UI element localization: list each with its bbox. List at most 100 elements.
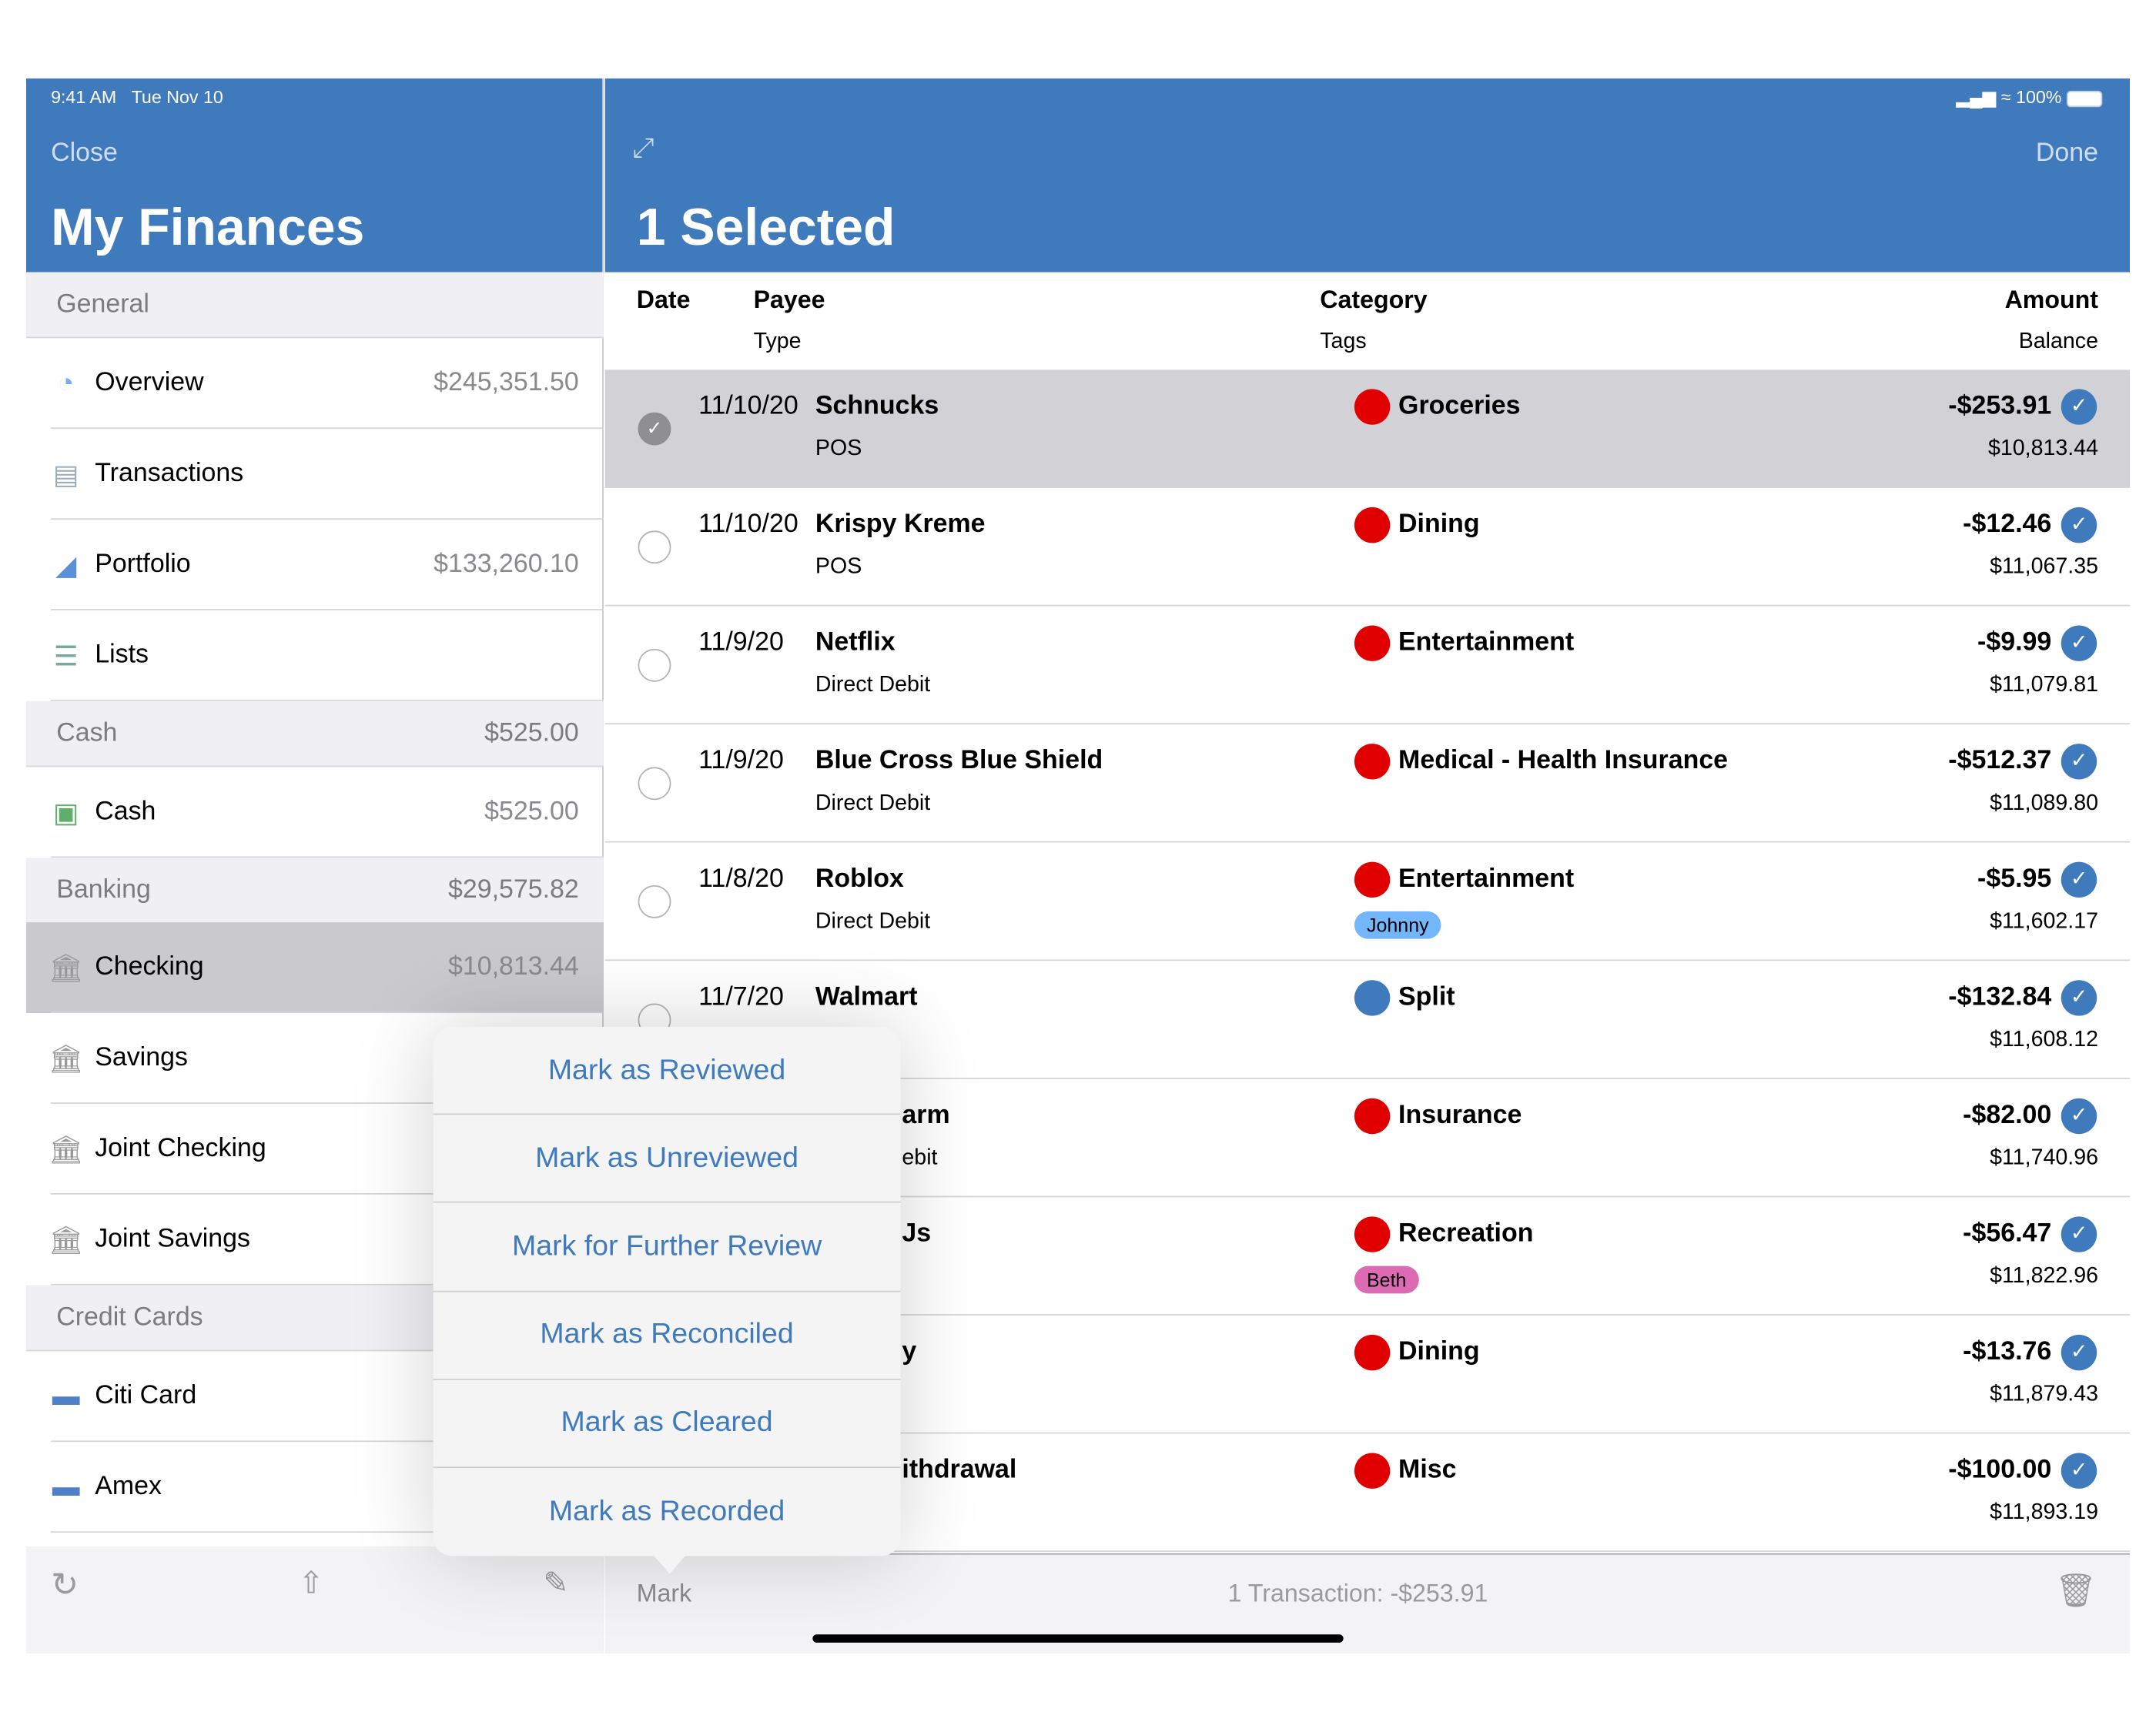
mark-popover: Mark as Reviewed Mark as Unreviewed Mark f…: [433, 1026, 901, 1556]
trash-icon[interactable]: 🗑: [2054, 1572, 2097, 1610]
select-radio[interactable]: [638, 648, 671, 682]
section-header: Cash $525.00: [25, 700, 604, 767]
bank-icon: 🏛: [49, 1135, 84, 1165]
transaction-balance: $11,079.81: [1990, 673, 2098, 697]
mark-button[interactable]: Mark: [636, 1579, 692, 1607]
selection-summary: 1 Transaction: -$253.91: [1227, 1579, 1488, 1607]
sidebar-item[interactable]: ☰ Lists: [26, 610, 604, 701]
transaction-balance: $11,602.17: [1990, 910, 2098, 934]
transaction-payee: Blue Cross Blue Shield: [815, 746, 1103, 776]
col-category[interactable]: Category: [1320, 286, 1428, 314]
expand-icon[interactable]: ⤢: [632, 133, 654, 164]
sidebar-item[interactable]: ▬ Amex: [26, 1442, 604, 1533]
select-radio[interactable]: [638, 767, 671, 801]
sidebar-item-value: $245,351.50: [434, 368, 579, 398]
reviewed-check-icon[interactable]: ✓: [2061, 625, 2097, 661]
home-indicator: [812, 1634, 1344, 1643]
sidebar-item[interactable]: ▤ Transactions: [26, 429, 604, 520]
transaction-payee: Krispy Kreme: [815, 510, 986, 539]
transaction-row[interactable]: 11/8/20 Roblox Direct Debit Entertainmen…: [604, 843, 2131, 961]
reviewed-check-icon[interactable]: ✓: [2061, 1334, 2097, 1371]
popover-arrow: [653, 1554, 687, 1574]
sidebar-item-value: $10,813.44: [447, 952, 579, 981]
transaction-row[interactable]: 11/9/20 Blue Cross Blue Shield Direct De…: [604, 724, 2131, 843]
sidebar-item-label: Transactions: [95, 459, 244, 488]
transaction-balance: $11,740.96: [1990, 1146, 2098, 1170]
sidebar-item-label: Checking: [95, 952, 204, 981]
transaction-type: POS: [815, 436, 862, 461]
transaction-payee: Js: [902, 1219, 932, 1249]
sidebar-item[interactable]: 🏛 Joint Checking: [26, 1104, 604, 1195]
col-type[interactable]: Type: [753, 329, 802, 353]
reviewed-check-icon[interactable]: ✓: [2061, 1453, 2097, 1489]
sidebar-item[interactable]: ▬ Citi Card: [26, 1351, 604, 1443]
sidebar-item[interactable]: 🏛 Checking $10,813.44: [25, 922, 604, 1014]
sidebar-item[interactable]: ▣ Cash $525.00: [26, 767, 604, 858]
popover-menu-item[interactable]: Mark as Recorded: [548, 1495, 785, 1527]
transaction-payee: arm: [902, 1101, 950, 1130]
select-radio[interactable]: [638, 530, 671, 564]
popover-menu-item[interactable]: Mark as Reviewed: [433, 1027, 901, 1115]
category-color-dot: [1354, 861, 1391, 898]
sidebar-item[interactable]: 🏛 Joint Savings: [26, 1195, 604, 1286]
done-button[interactable]: Done: [2035, 139, 2098, 168]
transaction-amount: -$100.00: [1948, 1456, 2052, 1485]
col-payee[interactable]: Payee: [753, 286, 825, 314]
reviewed-check-icon[interactable]: ✓: [2061, 1098, 2097, 1135]
transaction-row[interactable]: 11/9/20 Netflix Direct Debit Entertainme…: [604, 606, 2131, 725]
select-radio[interactable]: [638, 884, 671, 918]
bank-icon: 🏛: [49, 953, 84, 984]
transaction-row[interactable]: ✓ 11/10/20 Schnucks POS Groceries -$253.…: [604, 369, 2131, 488]
popover-menu-item[interactable]: Mark as Unreviewed: [433, 1115, 901, 1204]
reviewed-check-icon[interactable]: ✓: [2061, 389, 2097, 425]
sidebar-item[interactable]: ◔ Overview $245,351.50: [26, 338, 604, 430]
reviewed-check-icon[interactable]: ✓: [2061, 507, 2097, 543]
tag-badge: Johnny: [1354, 911, 1441, 939]
close-button[interactable]: Close: [51, 139, 118, 168]
transaction-date: 11/9/20: [698, 628, 784, 657]
section-label: Credit Cards: [56, 1302, 203, 1332]
reviewed-check-icon[interactable]: ✓: [2061, 744, 2097, 780]
transaction-category: Dining: [1398, 510, 1480, 539]
category-color-dot: [1354, 744, 1391, 780]
transaction-row[interactable]: 11/10/20 Krispy Kreme POS Dining -$12.46…: [604, 488, 2131, 607]
transaction-row[interactable]: ithdrawal Misc -$100.00 ✓ $11,893.19: [604, 1433, 2131, 1553]
transaction-category: Recreation: [1398, 1219, 1534, 1249]
transaction-date: 11/10/20: [698, 391, 798, 421]
battery-icon: [2066, 90, 2103, 107]
col-amount[interactable]: Amount: [2004, 286, 2098, 314]
sidebar-item-value: $133,260.10: [434, 550, 579, 579]
sidebar-toolbar: ↻ ⇧ ✎: [25, 1546, 604, 1654]
bank-icon: 🏛: [49, 1044, 84, 1075]
refresh-icon[interactable]: ↻: [51, 1566, 79, 1604]
category-color-dot: [1354, 980, 1391, 1016]
sidebar-item[interactable]: 🏛 Savings: [26, 1013, 604, 1104]
category-color-dot: [1354, 507, 1391, 543]
col-date[interactable]: Date: [636, 286, 691, 314]
category-color-dot: [1354, 1334, 1391, 1371]
pie-chart-icon: ◔: [57, 367, 75, 398]
compose-icon[interactable]: ✎: [543, 1565, 569, 1600]
sidebar-item-label: Portfolio: [95, 550, 191, 579]
reviewed-check-icon[interactable]: ✓: [2061, 1216, 2097, 1252]
popover-menu-item[interactable]: Mark for Further Review: [433, 1203, 901, 1292]
transaction-category: Groceries: [1398, 391, 1521, 421]
sidebar-item[interactable]: ◢ Portfolio $133,260.10: [26, 520, 604, 610]
transaction-row[interactable]: Js Recreation Beth -$56.47 ✓ $11,822.96: [604, 1197, 2131, 1316]
reviewed-check-icon[interactable]: ✓: [2061, 861, 2097, 898]
sidebar-item-label: Amex: [95, 1472, 162, 1501]
col-tags[interactable]: Tags: [1320, 329, 1367, 353]
transaction-date: 11/8/20: [698, 864, 784, 894]
reviewed-check-icon[interactable]: ✓: [2061, 980, 2097, 1016]
transaction-balance: $11,089.80: [1990, 791, 2098, 815]
col-balance[interactable]: Balance: [2018, 329, 2098, 353]
transaction-amount: -$512.37: [1948, 746, 2052, 776]
selection-title: 1 Selected: [636, 199, 896, 257]
popover-menu-item[interactable]: Mark as Reconciled: [433, 1292, 901, 1380]
section-label: Cash: [56, 718, 118, 747]
share-icon[interactable]: ⇧: [298, 1565, 324, 1600]
select-radio[interactable]: ✓: [638, 412, 671, 446]
sidebar-nav-bar: 9:41 AM Tue Nov 10 Close My Finances: [25, 78, 603, 273]
popover-menu-item[interactable]: Mark as Cleared: [433, 1379, 901, 1469]
transaction-row[interactable]: 11/7/20 Walmart Split -$132.84 ✓ $11,608…: [604, 961, 2131, 1079]
